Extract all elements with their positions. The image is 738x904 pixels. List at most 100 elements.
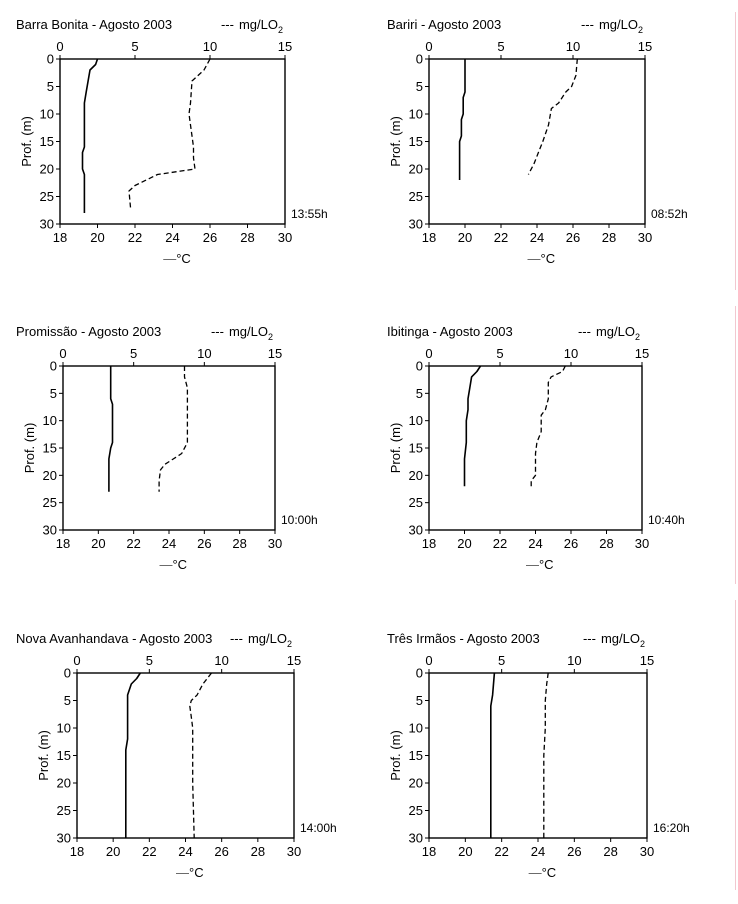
legend-temperature: —°C <box>526 557 554 572</box>
chart-title: Três Irmãos - Agosto 2003 <box>387 631 540 646</box>
plot-frame <box>428 365 643 531</box>
legend-oxygen-subscript: 2 <box>635 332 640 342</box>
legend-oxygen-subscript: 2 <box>268 332 273 342</box>
legend-oxygen-symbol: --- <box>578 324 591 339</box>
y-tick-label: 10 <box>409 107 423 122</box>
legend-temperature-symbol: — <box>159 557 172 572</box>
edge-rule-1 <box>735 12 736 290</box>
y-tick-label: 10 <box>43 413 57 428</box>
y-tick-label: 15 <box>43 441 57 456</box>
y-tick-label: 20 <box>409 468 423 483</box>
top-tick-label: 0 <box>56 39 63 54</box>
legend-oxygen: --- mg/LO2 <box>578 324 640 342</box>
y-tick-label: 30 <box>409 831 423 846</box>
y-axis-label: Prof. (m) <box>19 116 34 167</box>
legend-temperature-label: °C <box>176 251 191 266</box>
y-tick-label: 5 <box>416 386 423 401</box>
bottom-tick-label: 26 <box>214 844 228 859</box>
y-tick-label: 20 <box>43 468 57 483</box>
bottom-tick-label: 18 <box>422 536 436 551</box>
oxygen-profile-line <box>189 672 213 839</box>
y-axis-label: Prof. (m) <box>388 116 403 167</box>
bottom-tick-label: 30 <box>638 230 652 245</box>
legend-oxygen-subscript: 2 <box>287 639 292 649</box>
bottom-tick-label: 24 <box>528 536 542 551</box>
top-tick-label: 0 <box>425 653 432 668</box>
y-tick-label: 30 <box>409 217 423 232</box>
y-tick-label: 20 <box>57 776 71 791</box>
y-tick-label: 5 <box>416 79 423 94</box>
oxygen-profile-line <box>530 365 566 487</box>
bottom-tick-label: 30 <box>278 230 292 245</box>
y-tick-label: 20 <box>409 776 423 791</box>
chart-panel-4: Ibitinga - Agosto 2003 --- mg/LO2 0 5 10 15 18 2… <box>387 324 685 572</box>
temperature-profile-line <box>81 58 99 213</box>
plot-frame <box>59 58 286 225</box>
y-tick-label: 10 <box>57 721 71 736</box>
bottom-tick-label: 28 <box>240 230 254 245</box>
oxygen-profile-line <box>128 58 211 208</box>
y-tick-label: 0 <box>47 52 54 67</box>
top-tick-label: 15 <box>268 346 282 361</box>
legend-oxygen-label: mg/LO <box>599 17 638 32</box>
y-tick-label: 25 <box>57 803 71 818</box>
y-tick-label: 10 <box>409 413 423 428</box>
bottom-tick-label: 30 <box>635 536 649 551</box>
oxygen-profile-line <box>543 672 549 838</box>
top-tick-label: 5 <box>146 653 153 668</box>
temperature-profile-line <box>463 365 482 487</box>
bottom-tick-label: 20 <box>458 230 472 245</box>
legend-temperature: —°C <box>163 251 191 266</box>
temperature-profile-line <box>489 672 496 838</box>
time-label: 08:52h <box>651 207 688 221</box>
bottom-tick-label: 26 <box>567 844 581 859</box>
bottom-tick-label: 20 <box>457 536 471 551</box>
top-tick-label: 0 <box>425 346 432 361</box>
y-tick-label: 20 <box>409 162 423 177</box>
time-label: 14:00h <box>300 821 337 835</box>
top-tick-label: 15 <box>635 346 649 361</box>
y-tick-label: 25 <box>43 495 57 510</box>
legend-oxygen-symbol: --- <box>583 631 596 646</box>
legend-temperature-symbol: — <box>529 865 542 880</box>
legend-temperature-symbol: — <box>163 251 176 266</box>
bottom-tick-label: 20 <box>90 230 104 245</box>
legend-oxygen-symbol: --- <box>211 324 224 339</box>
legend-oxygen-label: mg/LO <box>229 324 268 339</box>
y-axis-label: Prof. (m) <box>36 730 51 781</box>
bottom-tick-label: 18 <box>70 844 84 859</box>
top-tick-label: 15 <box>287 653 301 668</box>
top-tick-label: 10 <box>566 39 580 54</box>
legend-temperature-label: °C <box>189 865 204 880</box>
edge-rule-2 <box>735 306 736 584</box>
bottom-tick-label: 24 <box>162 536 176 551</box>
time-label: 16:20h <box>653 821 690 835</box>
chart-title: Ibitinga - Agosto 2003 <box>387 324 513 339</box>
chart-title: Promissão - Agosto 2003 <box>16 324 161 339</box>
top-tick-label: 10 <box>203 39 217 54</box>
oxygen-profile-line <box>527 58 578 175</box>
bottom-tick-label: 26 <box>564 536 578 551</box>
legend-temperature: —°C <box>176 865 204 880</box>
bottom-tick-label: 18 <box>56 536 70 551</box>
bottom-tick-label: 28 <box>603 844 617 859</box>
top-tick-label: 0 <box>59 346 66 361</box>
legend-oxygen: --- mg/LO2 <box>221 17 283 35</box>
legend-oxygen-symbol: --- <box>581 17 594 32</box>
plot-frame <box>428 58 646 225</box>
bottom-tick-label: 24 <box>531 844 545 859</box>
y-tick-label: 5 <box>64 693 71 708</box>
y-axis-label: Prof. (m) <box>388 730 403 781</box>
y-tick-label: 25 <box>409 803 423 818</box>
top-tick-label: 5 <box>497 39 504 54</box>
edge-rule-3 <box>735 600 736 890</box>
chart-panel-5: Nova Avanhandava - Agosto 2003 --- mg/LO20… <box>16 631 337 880</box>
top-tick-label: 5 <box>496 346 503 361</box>
top-tick-label: 5 <box>131 39 138 54</box>
legend-oxygen-label: mg/LO <box>248 631 287 646</box>
top-tick-label: 10 <box>564 346 578 361</box>
temperature-profile-line <box>125 672 141 838</box>
legend-oxygen: --- mg/LO2 <box>583 631 645 649</box>
